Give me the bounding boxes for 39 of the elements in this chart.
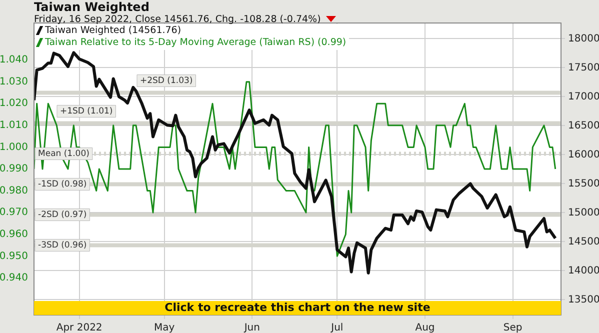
legend-label: Taiwan Weighted (14561.76)	[45, 25, 182, 36]
y2-tick-label: 15000	[568, 207, 599, 218]
y-tick-label: 0.940	[0, 272, 28, 284]
y-tick-label: 1.000	[0, 142, 28, 153]
ref-line-label: +2SD (1.03)	[140, 76, 193, 86]
y2-tick-label: 14000	[568, 265, 599, 276]
ref-line-label: -3SD (0.96)	[38, 240, 87, 250]
y-tick-label: 1.030	[0, 76, 28, 88]
chart-title: Taiwan Weighted	[34, 0, 150, 14]
y2-tick-label: 17000	[568, 91, 599, 102]
y2-tick-label: 17500	[568, 62, 599, 74]
y2-tick-label: 13500	[568, 294, 599, 306]
y-tick-label: 1.010	[0, 120, 28, 132]
x-tick-label: Jul	[330, 322, 344, 333]
y2-tick-label: 14500	[568, 236, 599, 248]
y-tick-label: 0.960	[0, 228, 28, 240]
chart-subtitle: Friday, 16 Sep 2022, Close 14561.76, Chg. -108.28 (-0.74%)	[34, 14, 321, 25]
y-tick-label: 0.950	[0, 250, 28, 262]
y2-tick-label: 16000	[568, 149, 599, 160]
y2-tick-label: 18000	[568, 33, 599, 44]
banner: Click to recreate this chart on the new site	[34, 301, 561, 315]
y-tick-label: 0.970	[0, 207, 28, 218]
ref-line-label: -2SD (0.97)	[38, 210, 87, 220]
x-tick-label: Apr 2022	[56, 322, 102, 333]
ref-line-label: Mean (1.00)	[38, 148, 90, 159]
x-tick-label: Jun	[243, 322, 260, 333]
annotation: Click to recreate this chart on the new site	[164, 301, 430, 314]
ref-line-label: -1SD (0.98)	[38, 179, 87, 190]
x-tick-label: Aug	[415, 322, 435, 333]
y-tick-label: 1.020	[0, 98, 28, 110]
ref-line-label: +1SD (1.01)	[60, 106, 113, 116]
legend-label: Taiwan Relative to its 5-Day Moving Average (Taiwan RS) (0.99)	[45, 37, 346, 48]
x-tick-label: May	[154, 322, 175, 333]
y-tick-label: 0.990	[0, 164, 28, 175]
y-tick-label: 0.980	[0, 185, 28, 196]
x-tick-label: Sep	[503, 322, 522, 333]
y2-tick-label: 16500	[568, 120, 599, 132]
y2-tick-label: 15500	[568, 178, 599, 190]
y-tick-label: 1.040	[0, 54, 28, 66]
